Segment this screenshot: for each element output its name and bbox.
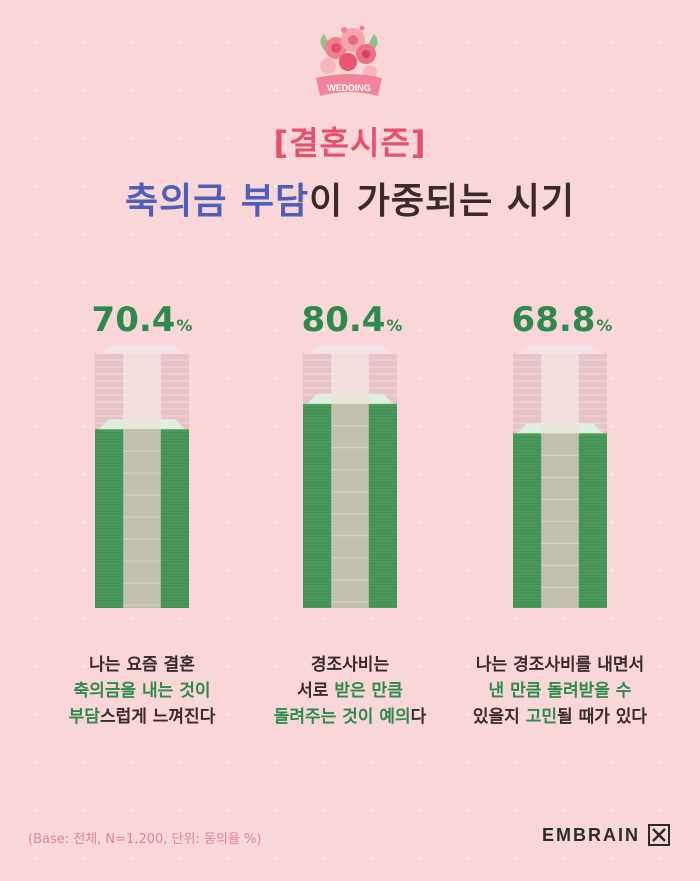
value-label-2: 80.4% — [272, 300, 432, 340]
bar-band-2 — [331, 403, 369, 608]
bar-band-3 — [541, 433, 579, 608]
caption-2-line-3-green: 돌려주는 것이 예의 — [273, 707, 411, 727]
caption-3-line-3-rest: 될 때가 있다 — [557, 707, 648, 727]
caption-3-line-1: 나는 경조사비를 내면서 — [475, 655, 645, 675]
money-stack-chart — [95, 346, 607, 608]
flower-bouquet-icon: WEDDING — [316, 25, 382, 96]
caption-3: 나는 경조사비를 내면서 낸 만큼 돌려받을 수 있을지 고민될 때가 있다 — [450, 652, 670, 730]
caption-3-line-3-green: 고민 — [525, 707, 558, 727]
value-unit-1: % — [176, 316, 193, 335]
value-label-1: 70.4% — [62, 300, 222, 340]
bar-band-1 — [123, 429, 161, 608]
caption-1-line-3-rest: 스럽게 느껴진다 — [99, 707, 216, 727]
title-highlight: 축의금 부담 — [124, 181, 310, 222]
badge-label: WEDDING — [327, 83, 371, 93]
caption-1-line-3-green: 부담 — [68, 707, 100, 727]
caption-1: 나는 요즘 결혼 축의금을 내는 것이 부담스럽게 느껴진다 — [32, 652, 252, 730]
value-unit-2: % — [386, 316, 403, 335]
caption-3-line-3: 있을지 고민될 때가 있다 — [450, 704, 670, 730]
value-unit-3: % — [596, 316, 613, 335]
caption-2-line-2-green: 받은 만큼 — [334, 681, 403, 701]
brand-logo: EMBRAIN — [542, 824, 670, 846]
caption-3-line-2: 낸 만큼 돌려받을 수 — [488, 681, 632, 701]
value-number-3: 68.8 — [511, 300, 596, 340]
caption-1-line-1: 나는 요즘 결혼 — [89, 655, 195, 675]
caption-2-line-3-rest: 다 — [410, 707, 427, 727]
caption-2: 경조사비는 서로 받은 만큼 돌려주는 것이 예의다 — [240, 652, 460, 730]
caption-1-line-2: 축의금을 내는 것이 — [73, 681, 211, 701]
title-rest: 이 가중되는 시기 — [309, 181, 576, 222]
caption-2-line-2-pre: 서로 — [297, 681, 335, 701]
wedding-badge: WEDDING — [306, 22, 392, 102]
caption-1-line-3: 부담스럽게 느껴진다 — [32, 704, 252, 730]
title-line-2: 축의금 부담이 가중되는 시기 — [0, 172, 700, 224]
value-number-2: 80.4 — [301, 300, 386, 340]
brand-name: EMBRAIN — [542, 824, 640, 845]
base-note: (Base: 전체, N=1,200, 단위: 동의율 %) — [28, 832, 262, 847]
value-number-1: 70.4 — [91, 300, 176, 340]
caption-2-line-2: 서로 받은 만큼 — [240, 678, 460, 704]
value-label-3: 68.8% — [482, 300, 642, 340]
caption-2-line-3: 돌려주는 것이 예의다 — [240, 704, 460, 730]
caption-3-line-3-pre: 있을지 — [472, 707, 526, 727]
caption-2-line-1: 경조사비는 — [310, 655, 390, 675]
title-line-1: [결혼시즌] — [273, 124, 427, 162]
embrain-logo-icon — [648, 824, 670, 846]
